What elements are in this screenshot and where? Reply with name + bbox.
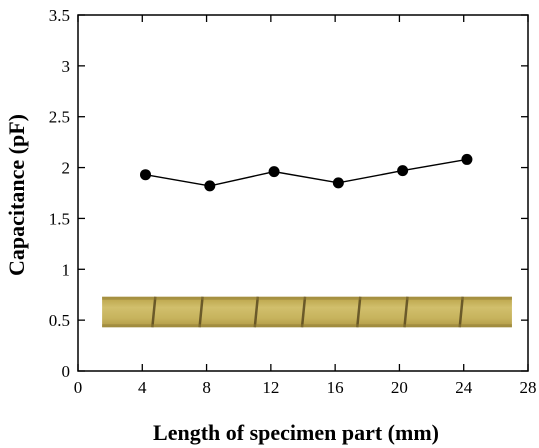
- y-tick-label: 2.5: [49, 108, 70, 127]
- x-tick-label: 8: [202, 378, 211, 397]
- y-tick-label: 1: [62, 260, 71, 279]
- y-tick-label: 0: [62, 362, 71, 381]
- photo-segment-gap: [356, 296, 362, 328]
- y-tick-label: 1.5: [49, 209, 70, 228]
- photo-strip: [102, 296, 512, 328]
- plot-frame: [77, 14, 529, 372]
- photo-segment-gap: [458, 296, 464, 328]
- x-tick-label: 12: [262, 378, 279, 397]
- y-tick-label: 3: [62, 57, 71, 76]
- y-tick-label: 0.5: [49, 311, 70, 330]
- series-line: [145, 158, 468, 187]
- data-point: [268, 166, 280, 178]
- x-tick-label: 24: [455, 378, 473, 397]
- photo-edge-top: [102, 296, 512, 300]
- data-series: [140, 153, 473, 192]
- tick-marks: [77, 14, 529, 372]
- photo-segment-gap: [198, 296, 204, 328]
- x-axis-title: Length of specimen part (mm): [153, 420, 439, 445]
- y-tick-label: 2: [62, 159, 71, 178]
- data-point: [332, 177, 344, 189]
- x-tick-label: 16: [327, 378, 344, 397]
- x-tick-label: 4: [138, 378, 147, 397]
- data-point: [204, 180, 216, 192]
- data-point: [397, 165, 409, 177]
- y-tick-labels: 0 0.5 1 1.5 2 2.5 3 3.5: [49, 6, 70, 381]
- y-tick-label: 3.5: [49, 6, 70, 25]
- axes: [77, 14, 529, 372]
- photo-segment-gap: [253, 296, 260, 328]
- data-point: [140, 169, 151, 181]
- data-point: [461, 153, 473, 165]
- x-tick-label: 28: [520, 378, 537, 397]
- x-tick-labels: 0 4 8 12 16 20 24 28: [74, 378, 537, 397]
- x-tick-label: 20: [391, 378, 408, 397]
- x-tick-label: 0: [74, 378, 83, 397]
- specimen-photo: [102, 296, 512, 328]
- photo-segment-gap: [403, 296, 409, 328]
- photo-edge-bottom: [102, 324, 512, 328]
- photo-segment-gap: [151, 296, 157, 328]
- photo-segment-gap: [300, 296, 307, 328]
- y-axis-title: Capacitance (pF): [4, 114, 29, 276]
